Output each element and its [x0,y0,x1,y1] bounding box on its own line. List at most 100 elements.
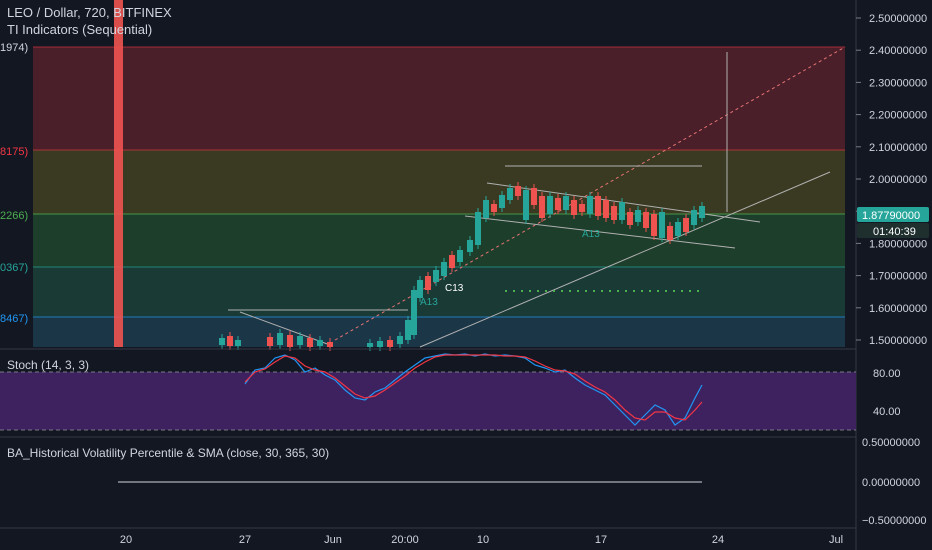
candle [433,270,439,282]
candle [397,336,403,344]
candle [699,206,705,218]
candle [475,212,481,245]
candle [515,186,521,196]
time-tick: 27 [239,534,251,546]
candle [667,226,673,240]
time-tick: 20:00 [391,534,419,546]
stoch-pane[interactable]: Stoch (14, 3, 3) 80.00 40.00 [0,348,901,431]
time-tick: 24 [712,534,724,546]
time-tick: 20 [120,534,132,546]
candle [651,214,657,236]
volatility-pane[interactable]: BA_Historical Volatility Percentile & SM… [0,436,927,527]
vol-tick-1: 0.00000000 [862,477,920,489]
candle [507,188,513,200]
sequential-labels: A13 C13 A13 [420,229,600,308]
candle [219,338,225,345]
candle [441,262,447,276]
candle [267,337,273,346]
candle [457,250,463,262]
candle [327,342,333,347]
candle [683,218,689,232]
price-tick: 1.80000000 [869,238,927,250]
fib-label: 8467) [0,313,28,325]
time-tick: 10 [477,534,489,546]
candle [531,188,537,205]
price-tick: 1.70000000 [869,271,927,283]
candle [675,222,681,236]
candle [425,276,431,290]
stoch-tick-80: 80.00 [873,368,901,380]
candle [555,198,561,210]
candles [219,182,705,351]
candle [539,196,545,218]
time-tick: 17 [595,534,607,546]
candle [499,195,505,208]
current-price: 1.87790000 [862,210,920,222]
price-tick: 2.40000000 [869,45,927,57]
stoch-k-line [244,353,703,426]
candle [491,204,497,212]
candle [277,333,283,345]
candle [417,280,423,298]
price-axis[interactable]: 2.50000000 2.40000000 2.30000000 2.20000000… [855,0,927,550]
vol-tick-2: −0.50000000 [862,515,927,527]
candle [563,196,569,210]
price-tick: 1.60000000 [869,303,927,315]
price-tick: 2.10000000 [869,142,927,154]
candle [377,341,383,347]
countdown-timer: 01:40:39 [873,226,916,238]
candle [691,210,697,225]
symbol-title[interactable]: LEO / Dollar, 720, BITFINEX [7,5,172,20]
time-tick: Jun [324,534,342,546]
current-price-badge: 1.87790000 01:40:39 [857,207,929,238]
candle [627,212,633,225]
seq-label-a13-right: A13 [582,229,600,240]
candle [297,336,303,345]
candle [619,202,625,220]
price-tick: 2.20000000 [869,110,927,122]
candle [235,340,241,346]
indicator-label[interactable]: TI Indicators (Sequential) [7,22,153,37]
candle [307,338,313,347]
candle [467,240,473,252]
time-axis[interactable]: 20 27 Jun 20:00 10 17 24 Jul [0,527,856,546]
candle [287,335,293,347]
volume-spike-bar [114,0,123,347]
price-tick: 2.00000000 [869,174,927,186]
stoch-band [0,372,856,430]
fib-label: 0367) [0,262,28,274]
stoch-label: Stoch (14, 3, 3) [7,358,89,372]
fib-band-top [33,47,845,150]
time-tick: Jul [829,534,843,546]
candle [587,196,593,214]
price-tick: 2.30000000 [869,77,927,89]
candle [635,210,641,222]
fib-bands [33,46,845,347]
seq-label-c13: C13 [445,283,464,294]
candle [483,200,489,218]
seq-label-a13-left: A13 [420,297,438,308]
candle [547,196,553,214]
fib-labels: 1974) 8175) 2266) 0367) 8467) [0,42,28,325]
volatility-label: BA_Historical Volatility Percentile & SM… [7,446,329,460]
candle [659,212,665,238]
candle [579,204,585,212]
candle [405,320,411,340]
candle [643,212,649,228]
candle [449,255,455,268]
candle [595,196,601,216]
price-tick: 2.50000000 [869,13,927,25]
candle [523,190,529,220]
stoch-tick-40: 40.00 [873,406,901,418]
candle [611,206,617,220]
candle [387,340,393,347]
fib-band-3 [33,214,845,267]
candle [411,290,417,335]
candle [571,200,577,215]
price-tick: 1.50000000 [869,335,927,347]
fib-label: 1974) [0,42,28,54]
fib-band-2 [33,150,845,214]
candle [317,340,323,346]
stoch-d-line [244,354,703,421]
